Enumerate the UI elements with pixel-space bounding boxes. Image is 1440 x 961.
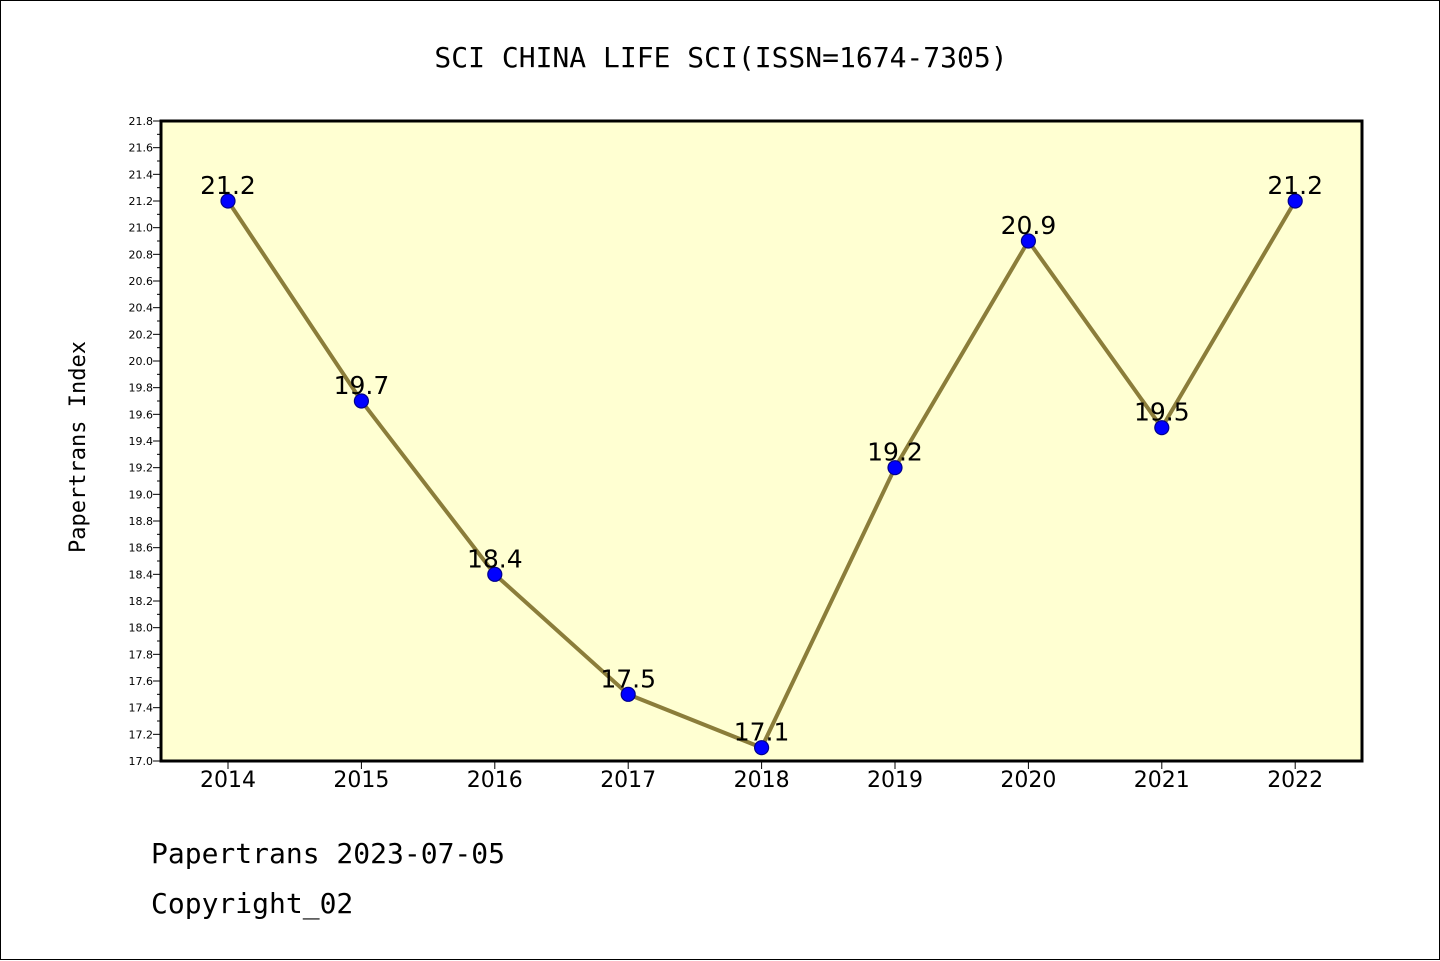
y-tick-label: 20.0	[129, 355, 154, 368]
y-tick-label: 17.8	[129, 648, 154, 661]
y-tick-label: 17.4	[129, 702, 154, 715]
x-tick-label: 2017	[600, 768, 656, 793]
y-tick-label: 19.6	[129, 408, 154, 421]
x-tick-label: 2021	[1134, 768, 1190, 793]
data-point	[220, 193, 236, 209]
y-tick-label: 21.2	[129, 195, 154, 208]
data-label: 17.5	[600, 664, 656, 693]
data-point	[620, 686, 636, 702]
chart-title: SCI CHINA LIFE SCI(ISSN=1674-7305)	[434, 41, 1007, 74]
data-point	[887, 460, 903, 476]
x-tick-label: 2019	[867, 768, 923, 793]
y-tick-label: 20.4	[129, 302, 154, 315]
y-axis-label: Papertrans Index	[66, 341, 91, 553]
y-tick-label: 18.8	[129, 515, 154, 528]
y-tick-label: 19.4	[129, 435, 154, 448]
x-axis: 2014 2015 2016 2017 2018 2019 2020 2021 2022	[200, 761, 1323, 793]
y-tick-label: 17.2	[129, 728, 154, 741]
footer-date-line: Papertrans 2023-07-05	[151, 837, 506, 870]
y-tick-label: 19.2	[129, 462, 154, 475]
x-tick-label: 2022	[1267, 768, 1323, 793]
x-tick-label: 2020	[1000, 768, 1056, 793]
x-tick-label: 2018	[734, 768, 790, 793]
x-tick-label: 2014	[200, 768, 256, 793]
plot-border	[159, 119, 1364, 763]
data-point	[1154, 420, 1170, 436]
x-tick-label: 2015	[333, 768, 389, 793]
data-points	[220, 193, 1303, 756]
y-tick-label: 18.6	[129, 542, 154, 555]
data-label: 18.4	[467, 544, 523, 573]
y-tick-label: 18.0	[129, 622, 154, 635]
data-label: 17.1	[734, 718, 790, 747]
data-label: 20.9	[1001, 211, 1057, 240]
y-tick-label: 18.4	[129, 568, 154, 581]
y-tick-label: 18.2	[129, 595, 154, 608]
data-label: 19.5	[1134, 398, 1190, 427]
data-point	[753, 740, 770, 756]
y-tick-label: 17.6	[129, 675, 154, 688]
y-axis: 17.0 17.2 17.4 17.6 17.8 18.0 18.2 18.4 18.6 18.8…	[129, 115, 161, 768]
y-tick-label: 21.0	[129, 222, 154, 235]
data-labels: 21.2 19.7 18.4 17.5 17.1 19.2 20.9 19.5 21.2	[200, 171, 1323, 747]
data-label: 19.7	[334, 371, 390, 400]
y-tick-label: 20.8	[129, 248, 154, 261]
y-tick-label: 20.6	[129, 275, 154, 288]
data-point	[353, 393, 369, 409]
footer-copyright-line: Copyright_02	[151, 887, 354, 920]
data-point	[487, 566, 503, 582]
y-tick-label: 21.4	[129, 168, 154, 181]
y-tick-label: 17.0	[129, 755, 154, 768]
y-tick-label: 19.0	[129, 488, 154, 501]
data-label: 21.2	[200, 171, 256, 200]
plot-area	[161, 121, 1362, 761]
data-point	[1020, 233, 1037, 249]
y-tick-label: 20.2	[129, 328, 154, 341]
data-label: 19.2	[867, 438, 923, 467]
y-tick-label: 21.8	[129, 115, 154, 128]
x-tick-label: 2016	[467, 768, 523, 793]
data-point	[1287, 193, 1303, 209]
data-label: 21.2	[1267, 171, 1323, 200]
y-tick-label: 21.6	[129, 142, 154, 155]
y-tick-label: 19.8	[129, 382, 154, 395]
